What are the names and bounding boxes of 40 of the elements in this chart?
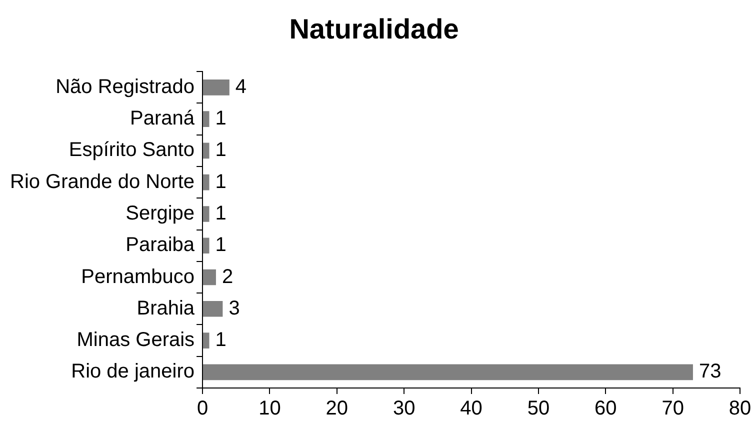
chart-title: Naturalidade: [289, 14, 459, 45]
y-tick-label: Paraná: [130, 108, 196, 130]
y-tick-label: Paraiba: [126, 234, 196, 256]
x-tick-label: 60: [594, 398, 617, 420]
data-label: 1: [215, 234, 226, 256]
y-tick-label: Brahia: [136, 297, 196, 320]
x-tick-label: 70: [662, 398, 684, 420]
bar: [203, 269, 216, 286]
bar: [203, 142, 210, 159]
data-label: 73: [698, 360, 722, 383]
bar: [203, 206, 210, 222]
y-tick-label: Espírito Santo: [68, 139, 195, 162]
data-label: 1: [215, 170, 226, 193]
bar: [203, 174, 210, 190]
bar: [203, 111, 210, 127]
y-tick-label: Rio de janeiro: [71, 360, 195, 383]
y-tick-label: Rio Grande do Norte: [10, 170, 195, 193]
bar: [203, 364, 693, 380]
data-label: 2: [222, 266, 234, 288]
x-tick-label: 20: [326, 398, 348, 420]
x-tick-label: 30: [392, 398, 416, 420]
data-label: 1: [215, 329, 226, 352]
x-tick-label: 10: [258, 398, 281, 420]
y-tick-label: Sergipe: [126, 202, 195, 224]
y-tick-label: Pernambuco: [81, 266, 195, 288]
y-tick-label: Não Registrado: [56, 76, 195, 98]
x-tick-label: 80: [728, 398, 752, 420]
data-label: 4: [235, 76, 247, 98]
data-label: 1: [215, 202, 226, 224]
data-label: 1: [215, 139, 226, 162]
data-label: 1: [215, 108, 226, 130]
x-tick-label: 50: [527, 398, 550, 420]
bar: [203, 80, 230, 96]
data-label: 3: [228, 297, 240, 320]
bar: [203, 300, 223, 317]
x-tick-label: 40: [460, 398, 482, 420]
y-tick-label: Minas Gerais: [76, 329, 195, 352]
x-tick-label: 0: [196, 398, 208, 420]
bar: [203, 332, 210, 348]
bar: [203, 238, 210, 254]
